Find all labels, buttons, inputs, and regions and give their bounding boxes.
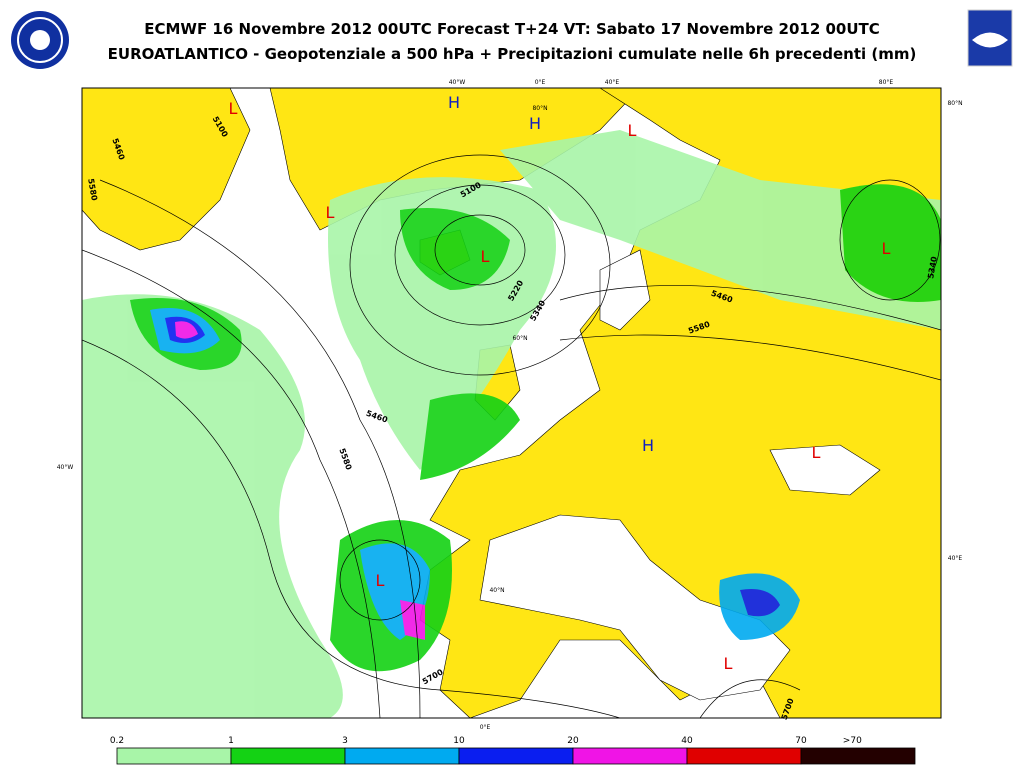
pressure-center: L: [724, 654, 733, 673]
graticule-label: 0°E: [480, 724, 491, 731]
subtitle: EUROATLANTICO - Geopotenziale a 500 hPa …: [108, 45, 917, 63]
graticule-label: 60°N: [512, 335, 527, 342]
pressure-center: L: [326, 203, 335, 222]
graticule-label: 40°N: [489, 587, 504, 594]
pressure-center: L: [229, 99, 238, 118]
pressure-center: L: [882, 239, 891, 258]
graticule-label: 0°E: [535, 79, 546, 86]
legend-label: 40: [681, 736, 693, 746]
contour-label: 5340: [926, 255, 939, 279]
pressure-center: H: [529, 114, 541, 133]
map: [81, 87, 942, 719]
legend-label: >70: [843, 736, 862, 746]
graticule-label: 80°N: [947, 100, 962, 107]
pressure-center: H: [448, 93, 460, 112]
legend-swatch: [116, 747, 232, 765]
legend-swatch: [458, 747, 574, 765]
graticule-label: 80°N: [532, 105, 547, 112]
pressure-center: H: [642, 436, 654, 455]
pressure-center: L: [376, 571, 385, 590]
legend-swatch: [344, 747, 460, 765]
title: ECMWF 16 Novembre 2012 00UTC Forecast T+…: [144, 20, 880, 38]
logo-left: [11, 11, 69, 69]
legend: 0.2 1 3 10 20 40 70 >70: [110, 736, 916, 765]
legend-label: 10: [453, 736, 465, 746]
legend-swatch: [230, 747, 346, 765]
legend-swatch: [800, 747, 916, 765]
pressure-center: L: [481, 247, 490, 266]
graticule-label: 40°W: [449, 79, 466, 86]
graticule-label: 40°E: [605, 79, 620, 86]
legend-swatch: [572, 747, 688, 765]
legend-label: 70: [795, 736, 807, 746]
graticule-label: 40°E: [948, 555, 963, 562]
legend-label: 3: [342, 736, 348, 746]
logo-right: [967, 9, 1013, 67]
graticule-label: 80°E: [879, 79, 894, 86]
pressure-center: L: [628, 121, 637, 140]
contour-label: 5580: [86, 178, 99, 202]
legend-swatch: [686, 747, 802, 765]
legend-label: 0.2: [110, 736, 124, 746]
legend-label: 1: [228, 736, 234, 746]
graticule-label: 40°W: [57, 464, 74, 471]
legend-label: 20: [567, 736, 579, 746]
pressure-center: L: [812, 443, 821, 462]
